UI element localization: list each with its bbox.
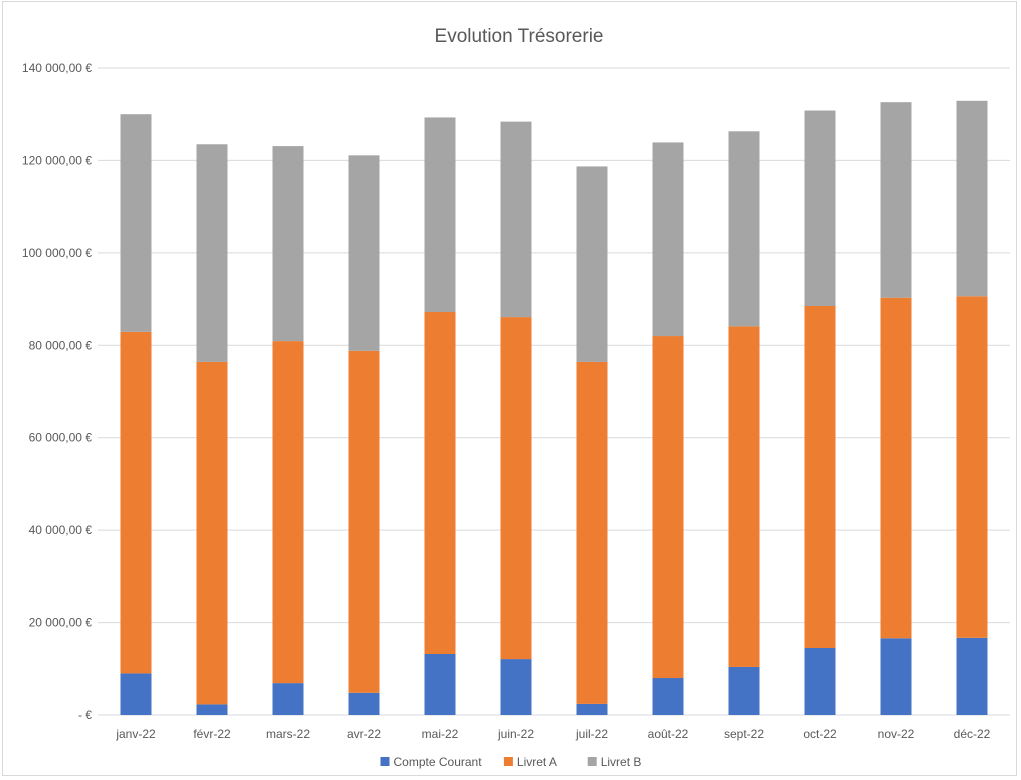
- legend-swatch: [380, 757, 390, 766]
- bar-compte-courant: [500, 659, 532, 715]
- legend-label: Compte Courant: [394, 755, 483, 769]
- bar-livret-a: [652, 336, 684, 679]
- y-tick-label: 80 000,00 €: [29, 338, 93, 352]
- bar-livret-b: [500, 121, 532, 318]
- y-tick-label: 140 000,00 €: [22, 61, 92, 75]
- bar-livret-a: [272, 341, 304, 684]
- bars: [120, 100, 988, 715]
- bar-compte-courant: [804, 647, 836, 715]
- bar-livret-b: [728, 131, 760, 327]
- y-tick-labels: - € 20 000,00 € 40 000,00 € 60 000,00 € 80 0…: [22, 61, 92, 722]
- bar-compte-courant: [424, 653, 456, 715]
- legend-label: Livret A: [517, 755, 557, 769]
- bar-compte-courant: [196, 704, 228, 715]
- x-tick-label: oct-22: [803, 727, 837, 741]
- bar-compte-courant: [652, 678, 684, 715]
- bar-livret-b: [348, 155, 380, 351]
- bar-livret-a: [728, 326, 760, 667]
- bar-livret-a: [956, 296, 988, 638]
- x-tick-label: juin-22: [497, 727, 534, 741]
- bar-livret-b: [956, 100, 988, 297]
- bar-livret-a: [500, 317, 532, 660]
- bar-livret-b: [272, 146, 304, 342]
- bar-compte-courant: [880, 638, 912, 715]
- y-tick-label: 20 000,00 €: [29, 616, 93, 630]
- x-tick-label: juil-22: [575, 727, 608, 741]
- bar-compte-courant: [576, 703, 608, 715]
- legend-swatch: [503, 757, 513, 766]
- bar-livret-a: [576, 361, 608, 704]
- y-tick-label: 120 000,00 €: [22, 153, 92, 167]
- bar-compte-courant: [956, 637, 988, 715]
- legend: Compte Courant Livret A Livret B: [380, 755, 642, 769]
- x-tick-label: déc-22: [954, 727, 991, 741]
- legend-swatch: [587, 757, 597, 766]
- x-tick-label: janv-22: [115, 727, 156, 741]
- bar-livret-b: [576, 166, 608, 362]
- x-tick-label: avr-22: [347, 727, 381, 741]
- x-tick-label: mars-22: [266, 727, 310, 741]
- bar-livret-a: [424, 312, 456, 654]
- bar-compte-courant: [728, 666, 760, 715]
- bar-livret-b: [880, 102, 912, 298]
- chart-title: Evolution Trésorerie: [435, 26, 604, 47]
- bar-livret-b: [120, 114, 152, 332]
- bar-livret-b: [196, 144, 228, 362]
- bar-compte-courant: [120, 673, 152, 715]
- bar-livret-a: [196, 361, 228, 705]
- x-tick-label: févr-22: [193, 727, 231, 741]
- x-tick-label: nov-22: [878, 727, 915, 741]
- x-tick-labels: janv-22 févr-22 mars-22 avr-22 mai-22 juin-22…: [115, 727, 990, 741]
- legend-label: Livret B: [601, 755, 642, 769]
- x-tick-label: mai-22: [422, 727, 459, 741]
- gridlines: [98, 67, 1010, 624]
- bar-livret-a: [120, 331, 152, 674]
- x-tick-label: août-22: [648, 727, 689, 741]
- bar-livret-a: [348, 350, 380, 693]
- bar-livret-b: [804, 110, 836, 307]
- y-tick-label: - €: [78, 708, 92, 722]
- bar-livret-b: [424, 117, 456, 313]
- x-tick-label: sept-22: [724, 727, 764, 741]
- bar-livret-a: [804, 306, 836, 648]
- bar-livret-a: [880, 297, 912, 639]
- bar-livret-b: [652, 142, 684, 337]
- bar-compte-courant: [348, 692, 380, 715]
- bar-compte-courant: [272, 683, 304, 715]
- y-tick-label: 60 000,00 €: [29, 431, 93, 445]
- y-tick-label: 100 000,00 €: [22, 246, 92, 260]
- y-tick-label: 40 000,00 €: [29, 523, 93, 537]
